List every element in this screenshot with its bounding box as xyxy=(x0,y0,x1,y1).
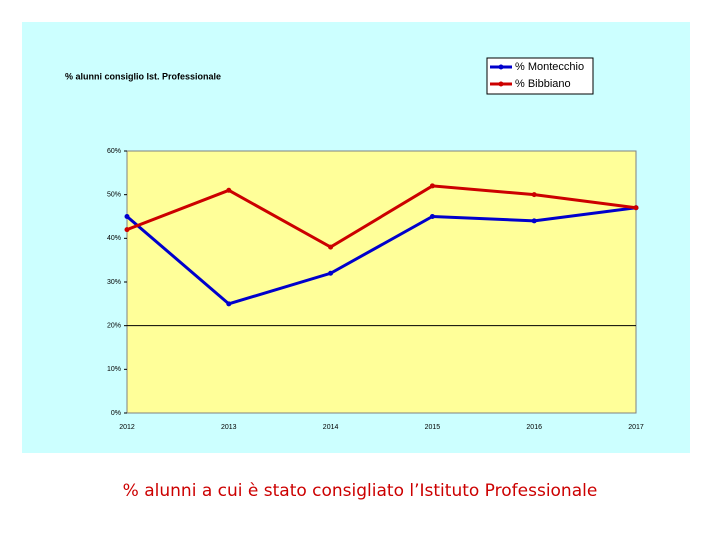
y-tick-label: 50% xyxy=(107,192,121,199)
y-tick-label: 30% xyxy=(107,279,121,286)
x-tick-label: 2015 xyxy=(425,424,441,431)
point xyxy=(429,214,435,219)
series-line xyxy=(126,206,637,306)
point xyxy=(226,187,232,193)
y-tick-label: 40% xyxy=(107,235,121,242)
point xyxy=(124,227,130,233)
caption: % alunni a cui è stato consigliato l’Ist… xyxy=(123,481,598,501)
y-tick-label: 0% xyxy=(111,410,121,417)
point xyxy=(328,270,334,276)
x-tick-label: 2017 xyxy=(628,424,644,431)
y-tick-label: 60% xyxy=(107,148,121,155)
x-tick-label: 2012 xyxy=(119,424,135,431)
point xyxy=(124,214,130,219)
plot-area xyxy=(126,150,637,414)
point xyxy=(328,244,334,250)
x-tick-label: 2016 xyxy=(526,424,542,431)
series-line xyxy=(126,184,637,249)
point xyxy=(531,218,537,224)
x-tick-label: 2013 xyxy=(221,424,237,431)
y-tick-label: 20% xyxy=(107,323,121,330)
point xyxy=(226,301,232,307)
legend-marker xyxy=(498,81,504,87)
point xyxy=(633,205,639,211)
point xyxy=(429,183,435,189)
legend-label: % Montecchio xyxy=(515,61,584,73)
legend-label: % Bibbiano xyxy=(515,78,571,90)
legend-box xyxy=(486,57,594,95)
point xyxy=(531,192,537,198)
chart-title: % alunni consiglio Ist. Professionale xyxy=(65,71,221,81)
y-tick-label: 10% xyxy=(107,366,121,373)
legend-marker xyxy=(498,64,504,70)
x-tick-label: 2014 xyxy=(323,424,339,431)
